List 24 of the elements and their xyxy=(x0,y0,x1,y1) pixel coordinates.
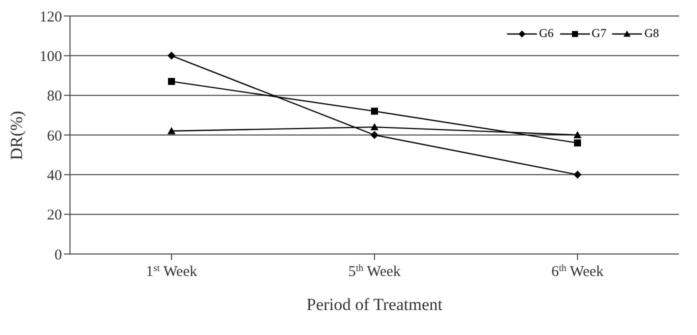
y-axis-title: DR(%) xyxy=(7,110,26,160)
point xyxy=(574,131,582,138)
legend-label: G8 xyxy=(644,26,659,41)
y-tick-label: 100 xyxy=(40,48,62,65)
y-tick-label: 60 xyxy=(47,128,62,144)
point xyxy=(168,52,176,60)
y-tick-label: 0 xyxy=(54,247,62,264)
point xyxy=(574,139,581,146)
y-tick-label: 80 xyxy=(47,88,62,105)
y-tick-label: 20 xyxy=(47,208,62,224)
legend-label: G7 xyxy=(592,26,606,41)
legend-label: G6 xyxy=(538,26,554,41)
x-tick-label: 5$^{th}$ Week xyxy=(348,262,402,280)
point xyxy=(168,78,175,85)
point xyxy=(574,170,582,179)
x-tick-label: 6$^{th}$ Week xyxy=(551,262,604,280)
point xyxy=(370,123,378,130)
y-tick-label: 120 xyxy=(40,9,62,26)
point xyxy=(168,127,176,134)
point xyxy=(371,108,378,115)
x-tick-label: 1$^{st}$ Week xyxy=(146,262,198,280)
x-axis-title: Period of Treatment xyxy=(306,295,443,314)
y-tick-label: 40 xyxy=(47,168,62,184)
point xyxy=(370,131,378,139)
